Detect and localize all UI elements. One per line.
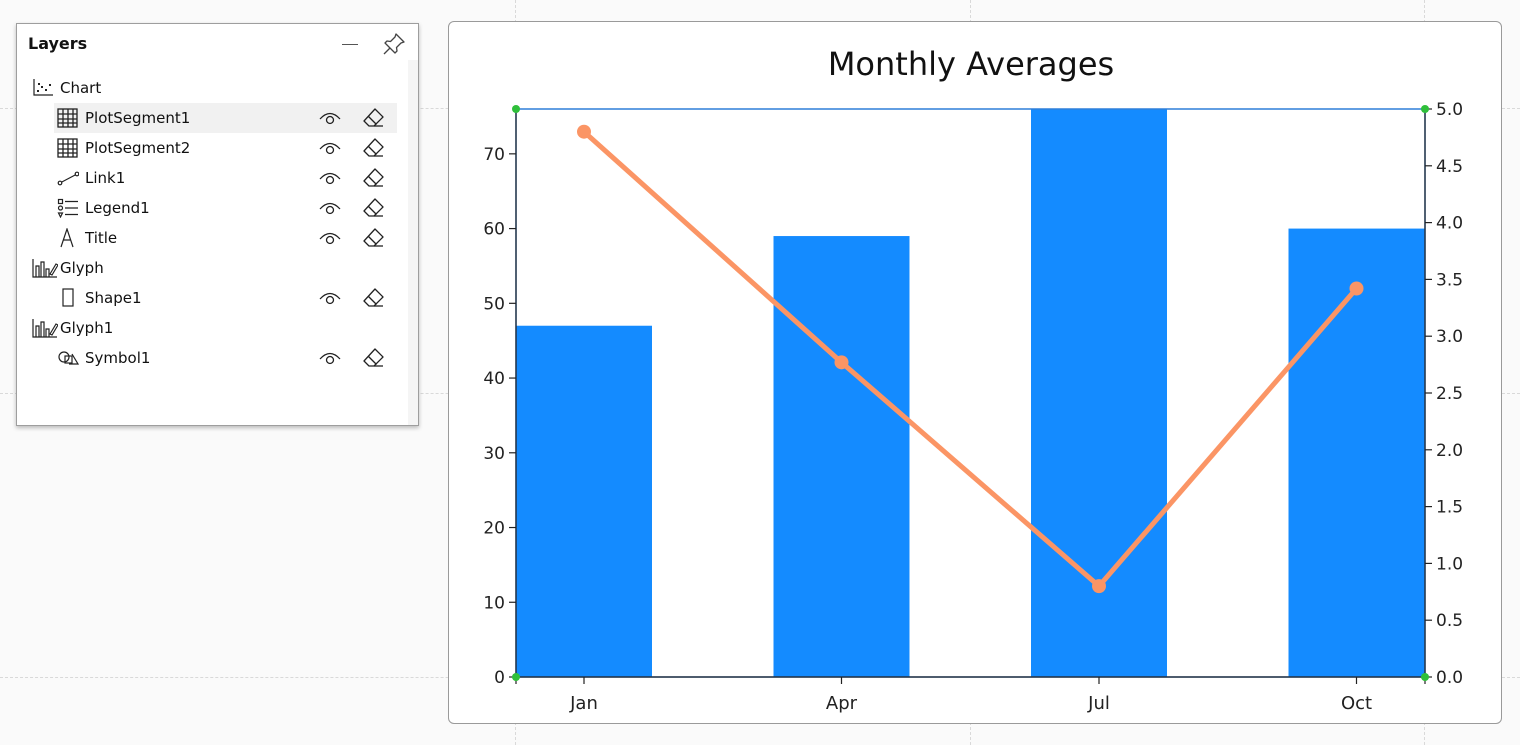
y-right-tick-label: 5.0 <box>1436 100 1463 120</box>
chart-bar-apr <box>773 236 910 678</box>
layer-item-chart[interactable]: Chart <box>17 73 410 103</box>
chart-point-jul <box>1092 579 1106 594</box>
eraser-icon[interactable] <box>362 137 384 159</box>
x-tick-label-oct: Oct <box>1341 693 1372 714</box>
eraser-icon[interactable] <box>362 227 384 249</box>
layer-item-label: Glyph1 <box>60 319 114 337</box>
symbol-icon <box>57 348 80 368</box>
layer-item-label: Symbol1 <box>85 349 151 367</box>
glyph-icon <box>32 258 59 278</box>
chart-canvas[interactable]: Monthly Averages 0 10 20 30 40 50 60 70 0.0 0.5 1.0… <box>449 22 1503 725</box>
y-left-tick-label: 50 <box>483 294 505 314</box>
eye-icon[interactable] <box>318 109 342 127</box>
chart-icon <box>32 78 54 98</box>
grid-icon <box>57 138 79 158</box>
layer-item-label: Glyph <box>60 259 104 277</box>
text-icon <box>57 227 79 248</box>
layers-panel-title: Layers <box>28 34 88 53</box>
layer-item-shape1[interactable]: Shape1 <box>17 283 410 313</box>
glyph-icon <box>32 318 59 338</box>
chart-line <box>582 129 1359 589</box>
eraser-icon[interactable] <box>362 197 384 219</box>
y-right-tick-label: 0.0 <box>1436 668 1463 688</box>
y-left-tick-label: 60 <box>483 220 505 240</box>
layers-panel-header: Layers <box>17 24 418 64</box>
y-left-tick-label: 20 <box>483 519 505 539</box>
layer-item-label: Chart <box>60 79 102 97</box>
resize-handle <box>1421 105 1429 113</box>
eraser-icon[interactable] <box>362 107 384 129</box>
y-right-tick-label: 3.5 <box>1436 270 1463 290</box>
layer-item-label: PlotSegment2 <box>85 139 191 157</box>
legend-icon <box>57 198 79 219</box>
scrollbar[interactable] <box>408 60 418 425</box>
y-left-tick-label: 0 <box>494 668 505 688</box>
rectangle-icon <box>57 288 79 308</box>
layer-item-label: Shape1 <box>85 289 142 307</box>
layer-item-plotsegment1[interactable]: PlotSegment1 <box>17 103 410 133</box>
layer-item-legend1[interactable]: Legend1 <box>17 193 410 223</box>
y-right-tick-label: 0.5 <box>1436 611 1463 631</box>
y-right-tick-label: 4.0 <box>1436 214 1463 234</box>
y-left-tick-label: 10 <box>483 593 505 613</box>
y-right-tick-label: 3.0 <box>1436 327 1463 347</box>
layer-item-symbol1[interactable]: Symbol1 <box>17 343 410 373</box>
chart-point-oct <box>1349 281 1364 296</box>
x-tick-label-jul: Jul <box>1087 693 1110 714</box>
resize-handle <box>512 105 520 113</box>
resize-handle <box>512 673 520 681</box>
layer-item-link1[interactable]: Link1 <box>17 163 410 193</box>
y-right-tick-label: 2.5 <box>1436 384 1463 404</box>
resize-handle <box>1421 673 1429 681</box>
y-left-tick-label: 70 <box>483 145 505 165</box>
eye-icon[interactable] <box>318 169 342 187</box>
y-right-tick-label: 1.5 <box>1436 498 1463 518</box>
eraser-icon[interactable] <box>362 167 384 189</box>
layer-item-label: Legend1 <box>85 199 150 217</box>
y-right-tick-label: 2.0 <box>1436 441 1463 461</box>
eye-icon[interactable] <box>318 349 342 367</box>
layer-tree: Chart PlotSegment1 PlotSegment2 Link1 Legend… <box>17 73 410 373</box>
eraser-icon[interactable] <box>362 287 384 309</box>
layer-item-plotsegment2[interactable]: PlotSegment2 <box>17 133 410 163</box>
y-left-tick-label: 30 <box>483 444 505 464</box>
layer-item-glyph1[interactable]: Glyph1 <box>17 313 410 343</box>
layer-item-label: Link1 <box>85 169 126 187</box>
grid-icon <box>57 108 79 128</box>
eye-icon[interactable] <box>318 199 342 217</box>
minimize-icon[interactable] <box>339 32 363 56</box>
chart-point-jan <box>577 124 591 139</box>
y-right-tick-label: 1.0 <box>1436 554 1463 574</box>
eye-icon[interactable] <box>318 229 342 247</box>
chart-title: Monthly Averages <box>828 45 1114 83</box>
chart-bar-oct <box>1288 228 1425 677</box>
eye-icon[interactable] <box>318 289 342 307</box>
y-right-tick-label: 4.5 <box>1436 157 1463 177</box>
eye-icon[interactable] <box>318 139 342 157</box>
layers-panel: Layers Chart PlotSegment1 PlotSegment2 Link… <box>16 23 419 426</box>
pin-icon[interactable] <box>381 31 407 57</box>
y-left-tick-label: 40 <box>483 369 505 389</box>
layer-item-label: PlotSegment1 <box>85 109 191 127</box>
chart-point-apr <box>834 355 849 370</box>
x-tick-label-apr: Apr <box>826 693 858 714</box>
link-icon <box>57 168 80 188</box>
layer-item-label: Title <box>85 229 118 247</box>
layer-item-title[interactable]: Title <box>17 223 410 253</box>
chart-card: Monthly Averages 0 10 20 30 40 50 60 70 0.0 0.5 1.0… <box>448 21 1502 724</box>
eraser-icon[interactable] <box>362 347 384 369</box>
x-tick-label-jan: Jan <box>569 693 598 714</box>
chart-bar-jan <box>516 325 652 677</box>
layer-item-glyph[interactable]: Glyph <box>17 253 410 283</box>
